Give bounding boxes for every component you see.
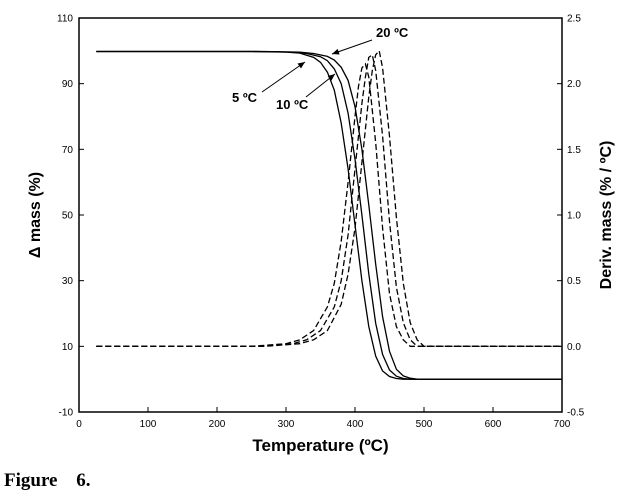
- y-axis-label: Δ mass (%): [27, 172, 44, 258]
- x-tick-label: 400: [347, 419, 364, 430]
- series-line-5: [96, 53, 562, 347]
- series-line-2: [96, 50, 562, 380]
- x-tick-label: 100: [140, 419, 157, 430]
- series-line-3: [96, 50, 562, 380]
- x-tick-label: 300: [278, 419, 295, 430]
- annotation-arrow-line: [331, 39, 373, 55]
- series-line-1: [96, 50, 562, 380]
- chart-axes: 0 100 200 300 400 500 600 700 -10 10 30 50 70 90 110 -0…: [27, 14, 615, 456]
- x-tick-label: 500: [416, 419, 433, 430]
- y2-tick-label: 0.0: [567, 342, 581, 353]
- annotation-label: 20 ºC: [376, 25, 409, 40]
- y2-tick-label: 1.0: [567, 211, 581, 222]
- y-tick-label: 10: [62, 342, 74, 353]
- y2-tick-label: 2.5: [567, 14, 581, 25]
- x-tick-label: 0: [76, 419, 82, 430]
- y-tick-label: -10: [59, 408, 74, 419]
- annotation-arrow-line: [261, 61, 306, 93]
- y-tick-label: 70: [62, 145, 74, 156]
- y2-tick-label: 0.5: [567, 276, 581, 287]
- annotation-label: 10 ºC: [276, 97, 309, 112]
- y2-axis-label: Deriv. mass (% / ºC): [598, 141, 615, 290]
- y-tick-label: 90: [62, 79, 74, 90]
- x-tick-label: 700: [554, 419, 571, 430]
- x-tick-label: 600: [485, 419, 502, 430]
- chart-series: [96, 49, 562, 380]
- chart-annotations: 5 ºC 10 ºC 20 ºC: [232, 25, 409, 112]
- annotation-arrowhead: [297, 62, 305, 69]
- plot-frame: [78, 17, 563, 413]
- series-line-4: [96, 62, 562, 347]
- annotation-arrowhead: [327, 74, 335, 81]
- caption-number: 6.: [76, 470, 91, 491]
- figure-caption: Figure 6.: [4, 470, 90, 492]
- y2-tick-label: 2.0: [567, 79, 581, 90]
- annotation-label: 5 ºC: [232, 90, 258, 105]
- x-axis-label: Temperature (ºC): [252, 436, 388, 455]
- series-line-6: [96, 49, 562, 347]
- y-tick-label: 110: [57, 14, 73, 25]
- caption-label: Figure: [4, 470, 58, 491]
- y-tick-label: 30: [62, 276, 74, 287]
- y2-tick-label: 1.5: [567, 145, 581, 156]
- chart: 0 100 200 300 400 500 600 700 -10 10 30 50 70 90 110 -0…: [27, 14, 615, 456]
- y-tick-label: 50: [62, 211, 74, 222]
- y2-tick-label: -0.5: [567, 408, 585, 419]
- annotation-arrowhead: [332, 48, 340, 55]
- x-tick-label: 200: [209, 419, 226, 430]
